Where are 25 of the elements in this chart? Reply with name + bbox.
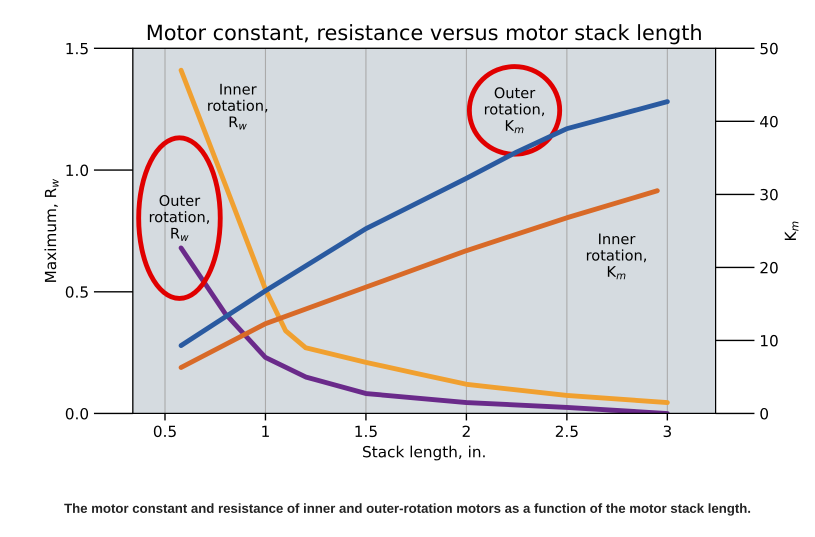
y2-tick-label: 40: [760, 116, 778, 128]
y-tick-label: 0.5: [66, 286, 88, 298]
chart-title: Motor constant, resistance versus motor stack length: [148, 24, 701, 44]
series-label: Outer rotation, R$_{w}$: [150, 195, 209, 241]
y2-tick-label: 20: [760, 262, 778, 274]
x-tick-label: 1: [262, 426, 269, 437]
y2-tick-label: 0: [760, 408, 768, 420]
text: The motor constant and resistance of inner and outer-rotation motors as a function of the motor stack length.: [64, 503, 750, 516]
y2-tick-label: 10: [761, 334, 778, 346]
y-tick-label: 0.0: [66, 408, 88, 420]
x-tick-label: 3: [664, 426, 671, 438]
x-tick-label: 1.5: [355, 426, 377, 438]
y2-tick-label: 30: [760, 188, 778, 200]
x-tick-label: 2.5: [556, 426, 578, 438]
series-label: Inner rotation, R$_{w}$: [208, 84, 268, 130]
y2-tick-label: 50: [760, 42, 778, 54]
y-tick-label: 1.0: [66, 164, 88, 176]
series-label: Inner rotation, K$_{m}$: [586, 234, 646, 280]
y-tick-label: 1.5: [66, 42, 88, 54]
x-axis-title: Stack length, in.: [363, 446, 485, 460]
y2-axis-title: K$_{m}$: [784, 222, 798, 240]
x-tick-label: 0.5: [154, 426, 176, 438]
x-tick-label: 2: [462, 426, 470, 437]
y-axis-title: Maximum, R$_{w}$: [44, 178, 59, 282]
series-label: Outer rotation, K$_{m}$: [484, 87, 544, 134]
